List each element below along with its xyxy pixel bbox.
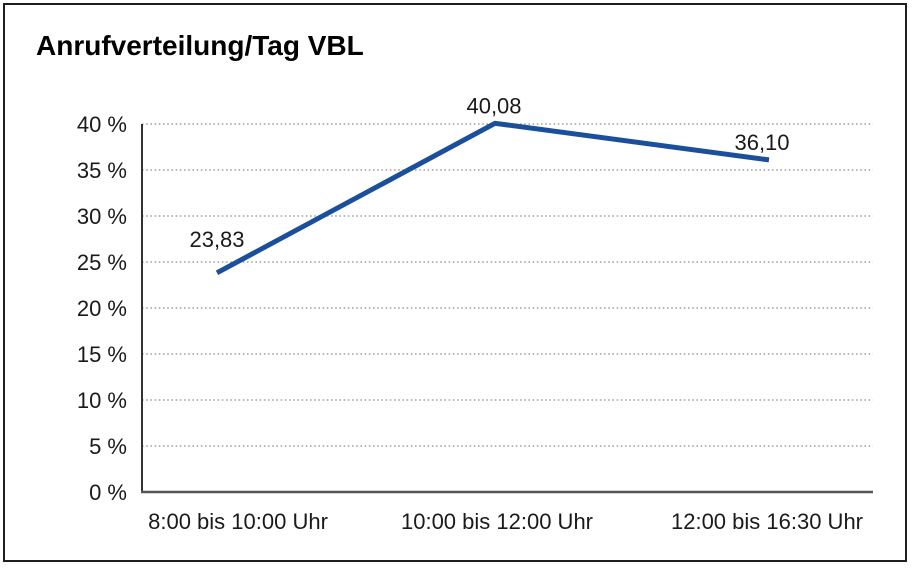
y-tick-label: 25 %: [77, 250, 127, 275]
data-label: 23,83: [189, 227, 244, 252]
y-tick-label: 15 %: [77, 342, 127, 367]
y-tick-label: 30 %: [77, 204, 127, 229]
y-tick-label: 10 %: [77, 388, 127, 413]
y-tick-label: 40 %: [77, 112, 127, 137]
data-line: [215, 120, 770, 276]
chart-title: Anrufverteilung/Tag VBL: [36, 30, 364, 61]
x-category-label: 12:00 bis 16:30 Uhr: [671, 509, 863, 534]
y-tick-label: 35 %: [77, 158, 127, 183]
x-category-label: 10:00 bis 12:00 Uhr: [401, 509, 593, 534]
y-tick-label: 0 %: [89, 480, 127, 505]
data-label: 36,10: [734, 130, 789, 155]
data-label: 40,08: [466, 93, 521, 118]
x-category-label: 8:00 bis 10:00 Uhr: [148, 509, 328, 534]
y-tick-label: 20 %: [77, 296, 127, 321]
chart-frame: [3, 3, 907, 562]
y-tick-label: 5 %: [89, 434, 127, 459]
